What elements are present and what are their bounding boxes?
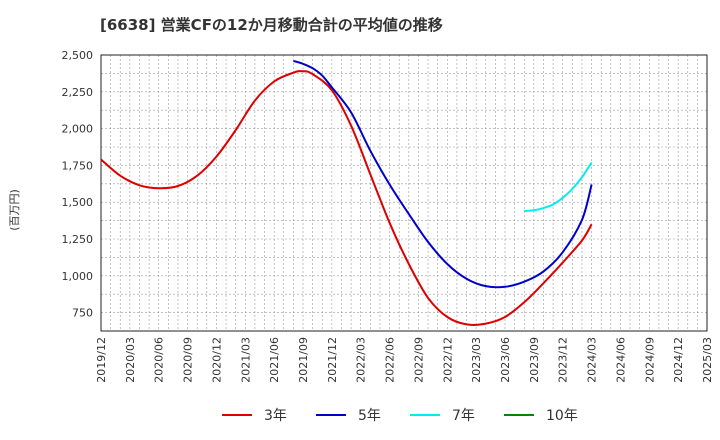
y-tick-label: 1,500 — [62, 196, 94, 209]
x-tick-label: 2025/03 — [701, 337, 714, 383]
x-axis-ticks: 2019/12 2020/03 2020/06 2020/09 2020/12 2021/… — [95, 337, 714, 383]
chart-title: [6638] 営業CFの12か月移動合計の平均値の推移 — [100, 16, 443, 34]
x-tick-label: 2022/12 — [441, 337, 454, 383]
x-tick-label: 2023/06 — [499, 337, 512, 383]
x-tick-label: 2021/12 — [326, 337, 339, 383]
series-lines — [100, 59, 593, 326]
legend: 3年 5年 7年 10年 — [0, 404, 720, 426]
legend-item-10y: 10年 — [504, 404, 578, 426]
legend-item-3y: 3年 — [222, 404, 287, 426]
x-tick-label: 2024/03 — [586, 337, 599, 383]
x-tick-label: 2023/03 — [470, 337, 483, 383]
x-tick-label: 2020/06 — [153, 337, 166, 383]
legend-label-3y: 3年 — [264, 408, 287, 424]
y-tick-label: 2,250 — [62, 86, 94, 99]
series-line-0 — [100, 70, 593, 326]
x-tick-label: 2021/06 — [268, 337, 281, 383]
x-tick-label: 2024/09 — [643, 337, 656, 383]
legend-item-5y: 5年 — [316, 404, 381, 426]
legend-item-7y: 7年 — [410, 404, 475, 426]
legend-swatch-3y — [222, 414, 252, 416]
x-tick-label: 2023/12 — [557, 337, 570, 383]
x-tick-label: 2021/09 — [297, 337, 310, 383]
x-tick-label: 2020/09 — [182, 337, 195, 383]
legend-label-10y: 10年 — [546, 408, 578, 424]
x-tick-label: 2024/06 — [614, 337, 627, 383]
x-tick-label: 2022/03 — [355, 337, 368, 383]
grid — [101, 55, 707, 331]
x-tick-label: 2022/09 — [412, 337, 425, 383]
y-axis-ticks: 750 1,000 1,250 1,500 1,750 2,000 2,250 2,500 — [62, 49, 94, 320]
y-tick-label: 1,000 — [62, 270, 94, 283]
y-tick-label: 2,500 — [62, 49, 94, 62]
x-tick-label: 2024/12 — [672, 337, 685, 383]
x-tick-label: 2022/06 — [384, 337, 397, 383]
x-tick-label: 2019/12 — [95, 337, 108, 383]
legend-label-5y: 5年 — [358, 408, 381, 424]
y-tick-label: 1,250 — [62, 233, 94, 246]
x-tick-label: 2023/09 — [528, 337, 541, 383]
x-tick-label: 2021/03 — [239, 337, 252, 383]
legend-label-7y: 7年 — [452, 408, 475, 424]
y-tick-label: 1,750 — [62, 159, 94, 172]
legend-swatch-10y — [504, 414, 534, 416]
legend-swatch-5y — [316, 414, 346, 416]
y-tick-label: 750 — [72, 307, 93, 320]
x-tick-label: 2020/03 — [124, 337, 137, 383]
y-tick-label: 2,000 — [62, 123, 94, 136]
x-tick-label: 2020/12 — [210, 337, 223, 383]
legend-swatch-7y — [410, 414, 440, 416]
series-line-1 — [293, 59, 593, 289]
plot-area — [100, 54, 708, 332]
series-line-2 — [524, 161, 593, 212]
